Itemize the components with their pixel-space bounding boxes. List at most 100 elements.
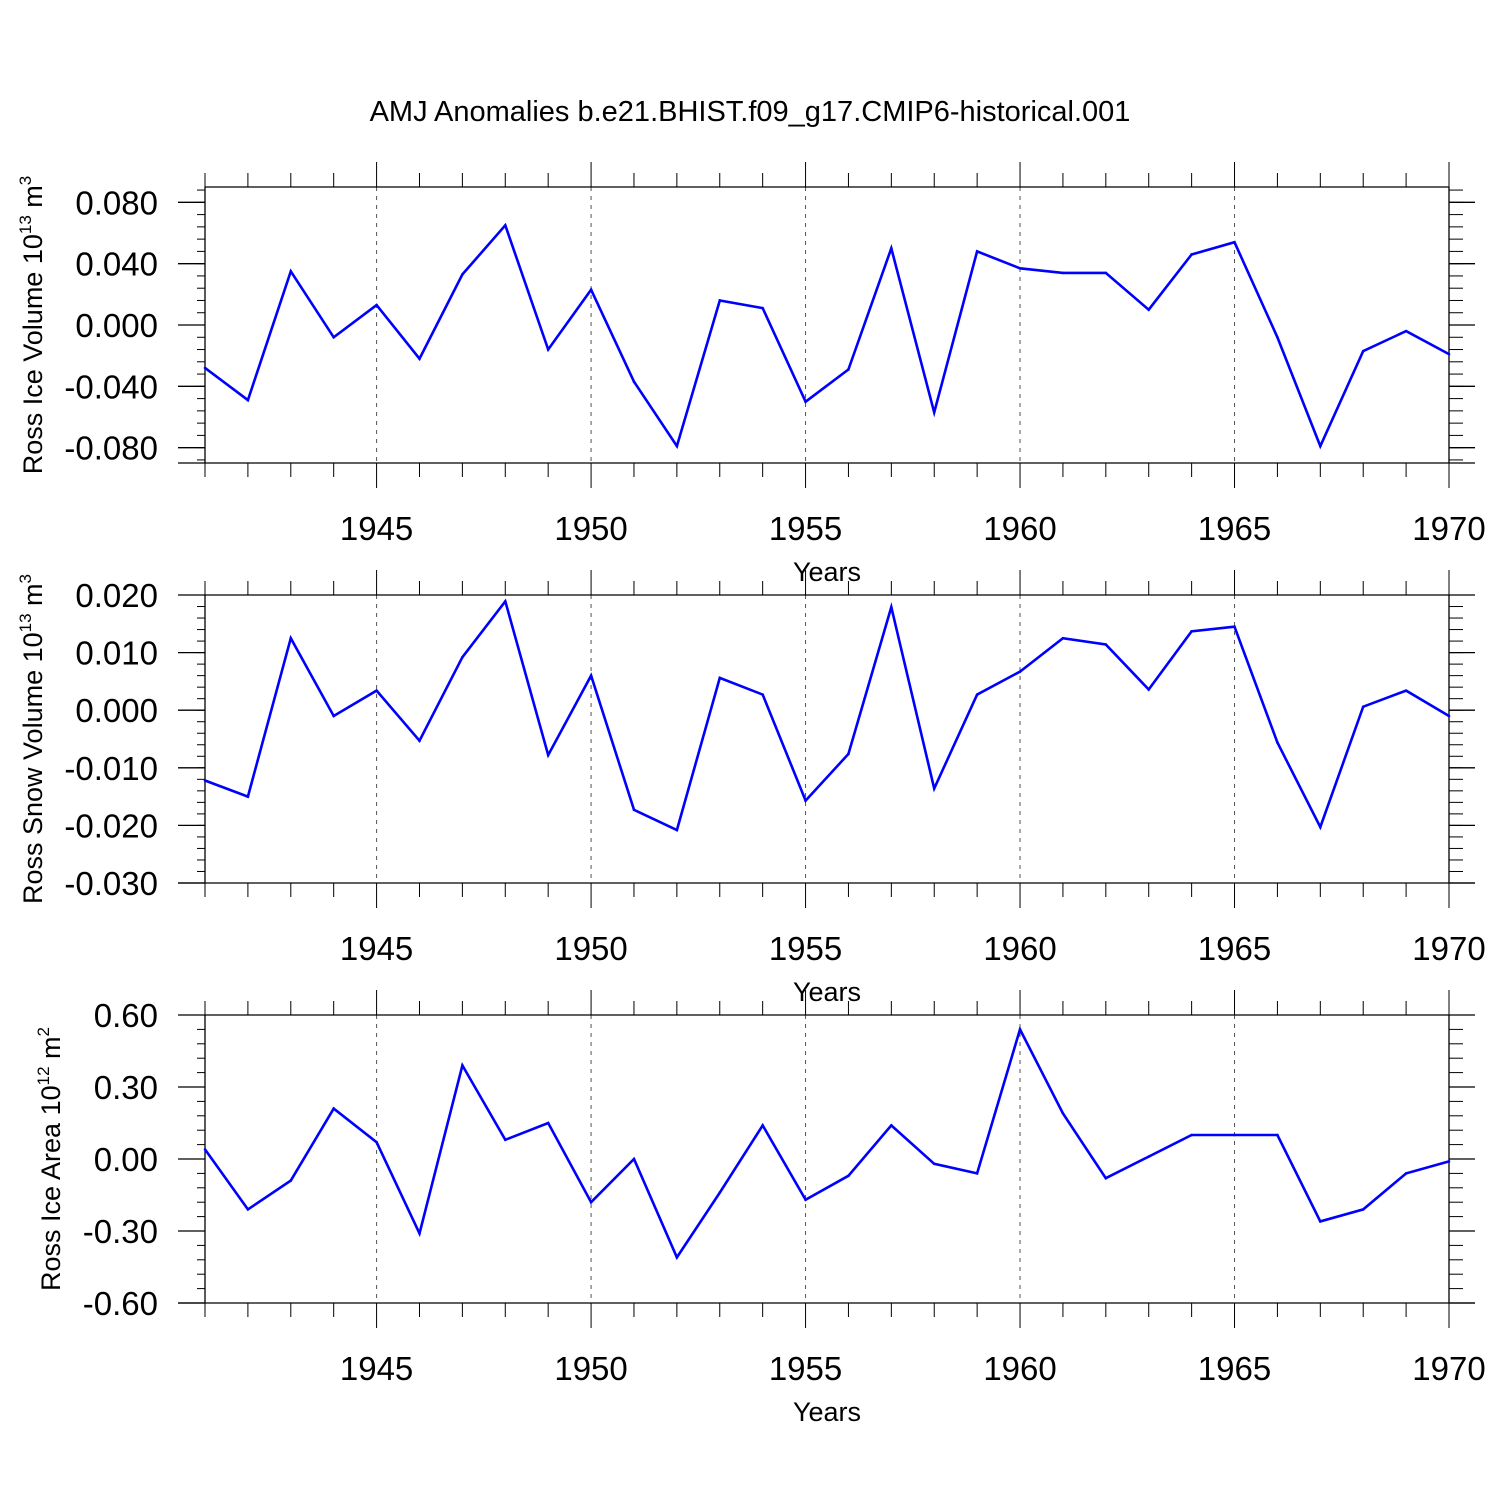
chart-title: AMJ Anomalies b.e21.BHIST.f09_g17.CMIP6-… — [369, 96, 1131, 128]
data-point — [761, 1124, 764, 1127]
data-point — [375, 1140, 378, 1144]
data-point — [847, 752, 850, 756]
data-point — [203, 779, 207, 782]
data-point — [890, 247, 893, 250]
x-tick-label: 1960 — [983, 510, 1056, 547]
data-point — [546, 1121, 550, 1125]
data-point — [1061, 271, 1065, 275]
data-point — [1404, 1172, 1408, 1175]
data-point — [932, 411, 936, 414]
y-axis-title: Ross Ice Area 1012 m2 — [34, 1027, 66, 1291]
data-point — [804, 400, 807, 403]
panel-1: -0.080 -0.040 0.000 0.040 0.080 1945 1950 1955 1… — [16, 162, 1486, 587]
data-point — [718, 1191, 722, 1194]
data-point — [503, 600, 507, 603]
data-point — [203, 1148, 207, 1151]
y-tick-label: -0.040 — [64, 368, 158, 405]
series-line — [203, 1025, 1450, 1261]
data-point — [1361, 1208, 1365, 1211]
data-point — [461, 273, 464, 276]
data-point — [632, 808, 636, 812]
x-tick-label: 1960 — [983, 1350, 1056, 1387]
data-point — [718, 676, 722, 680]
x-tick-label: 1955 — [769, 930, 842, 967]
y-tick-label: -0.030 — [64, 865, 158, 902]
data-point — [1447, 714, 1451, 718]
data-point — [675, 444, 679, 448]
data-point — [890, 1124, 893, 1127]
y-axis-title: Ross Ice Volume 1013 m3 — [16, 176, 48, 475]
data-point — [632, 380, 636, 384]
x-tick-label: 1945 — [340, 510, 413, 547]
data-point — [1147, 688, 1151, 691]
data-point — [332, 335, 335, 339]
y-tick-label: 0.00 — [94, 1141, 158, 1178]
data-point — [503, 1138, 507, 1142]
data-point — [1061, 1112, 1065, 1115]
data-point — [975, 1172, 979, 1175]
x-tick-label: 1945 — [340, 1350, 413, 1387]
data-point — [1061, 636, 1065, 640]
data-point — [1404, 689, 1408, 692]
data-point — [418, 357, 421, 361]
data-point — [847, 368, 850, 371]
y-tick-label: 0.60 — [94, 997, 158, 1034]
data-point — [246, 1208, 250, 1211]
data-point — [804, 1198, 807, 1202]
y-tick-label: 0.010 — [75, 635, 158, 672]
data-point — [1233, 625, 1236, 628]
data-point — [332, 1107, 335, 1110]
x-tick-label: 1950 — [554, 510, 627, 547]
x-tick-label: 1965 — [1198, 510, 1271, 547]
x-tick-label: 1945 — [340, 930, 413, 967]
data-point — [1018, 670, 1022, 673]
data-point — [589, 674, 593, 677]
data-point — [589, 288, 593, 292]
data-point — [289, 270, 293, 273]
data-point — [1190, 629, 1193, 633]
y-tick-label: -0.010 — [64, 750, 158, 787]
data-point — [1404, 329, 1408, 333]
data-point — [1319, 825, 1322, 829]
series-line — [204, 598, 1450, 832]
data-point — [847, 1174, 850, 1178]
data-point — [761, 306, 764, 310]
data-point — [1147, 1155, 1151, 1158]
data-point — [1319, 1220, 1322, 1223]
data-point — [1233, 240, 1236, 244]
data-point — [1361, 349, 1365, 353]
y-tick-label: -0.60 — [83, 1285, 158, 1322]
data-point — [418, 1232, 421, 1235]
data-point — [1018, 266, 1022, 270]
x-tick-label: 1965 — [1198, 1350, 1271, 1387]
y-tick-label: 0.020 — [75, 577, 158, 614]
data-point — [1447, 352, 1451, 356]
data-point — [675, 828, 679, 832]
data-point — [932, 787, 936, 790]
y-tick-label: 0.000 — [75, 307, 158, 344]
data-point — [1276, 1133, 1279, 1137]
y-tick-label: -0.30 — [83, 1213, 158, 1250]
data-point — [375, 689, 378, 692]
data-point — [761, 693, 764, 696]
x-tick-label: 1970 — [1412, 930, 1485, 967]
data-point — [289, 636, 293, 640]
data-point — [632, 1157, 636, 1161]
y-tick-label: -0.020 — [64, 807, 158, 844]
y-tick-label: 0.040 — [75, 246, 158, 283]
data-point — [718, 299, 722, 302]
data-point — [1104, 1176, 1108, 1180]
data-point — [1233, 1133, 1236, 1137]
data-point — [461, 1064, 464, 1067]
data-point — [932, 1162, 936, 1166]
data-point — [546, 348, 550, 351]
data-point — [375, 303, 378, 307]
data-point — [1319, 444, 1322, 448]
data-point — [461, 655, 464, 659]
data-point — [246, 795, 250, 798]
panel-2: -0.030 -0.020 -0.010 0.000 0.010 0.020 1945 195… — [16, 570, 1486, 1007]
data-point — [1104, 643, 1108, 646]
data-point — [246, 398, 250, 402]
x-tick-label: 1970 — [1412, 510, 1485, 547]
y-tick-label: 0.000 — [75, 692, 158, 729]
